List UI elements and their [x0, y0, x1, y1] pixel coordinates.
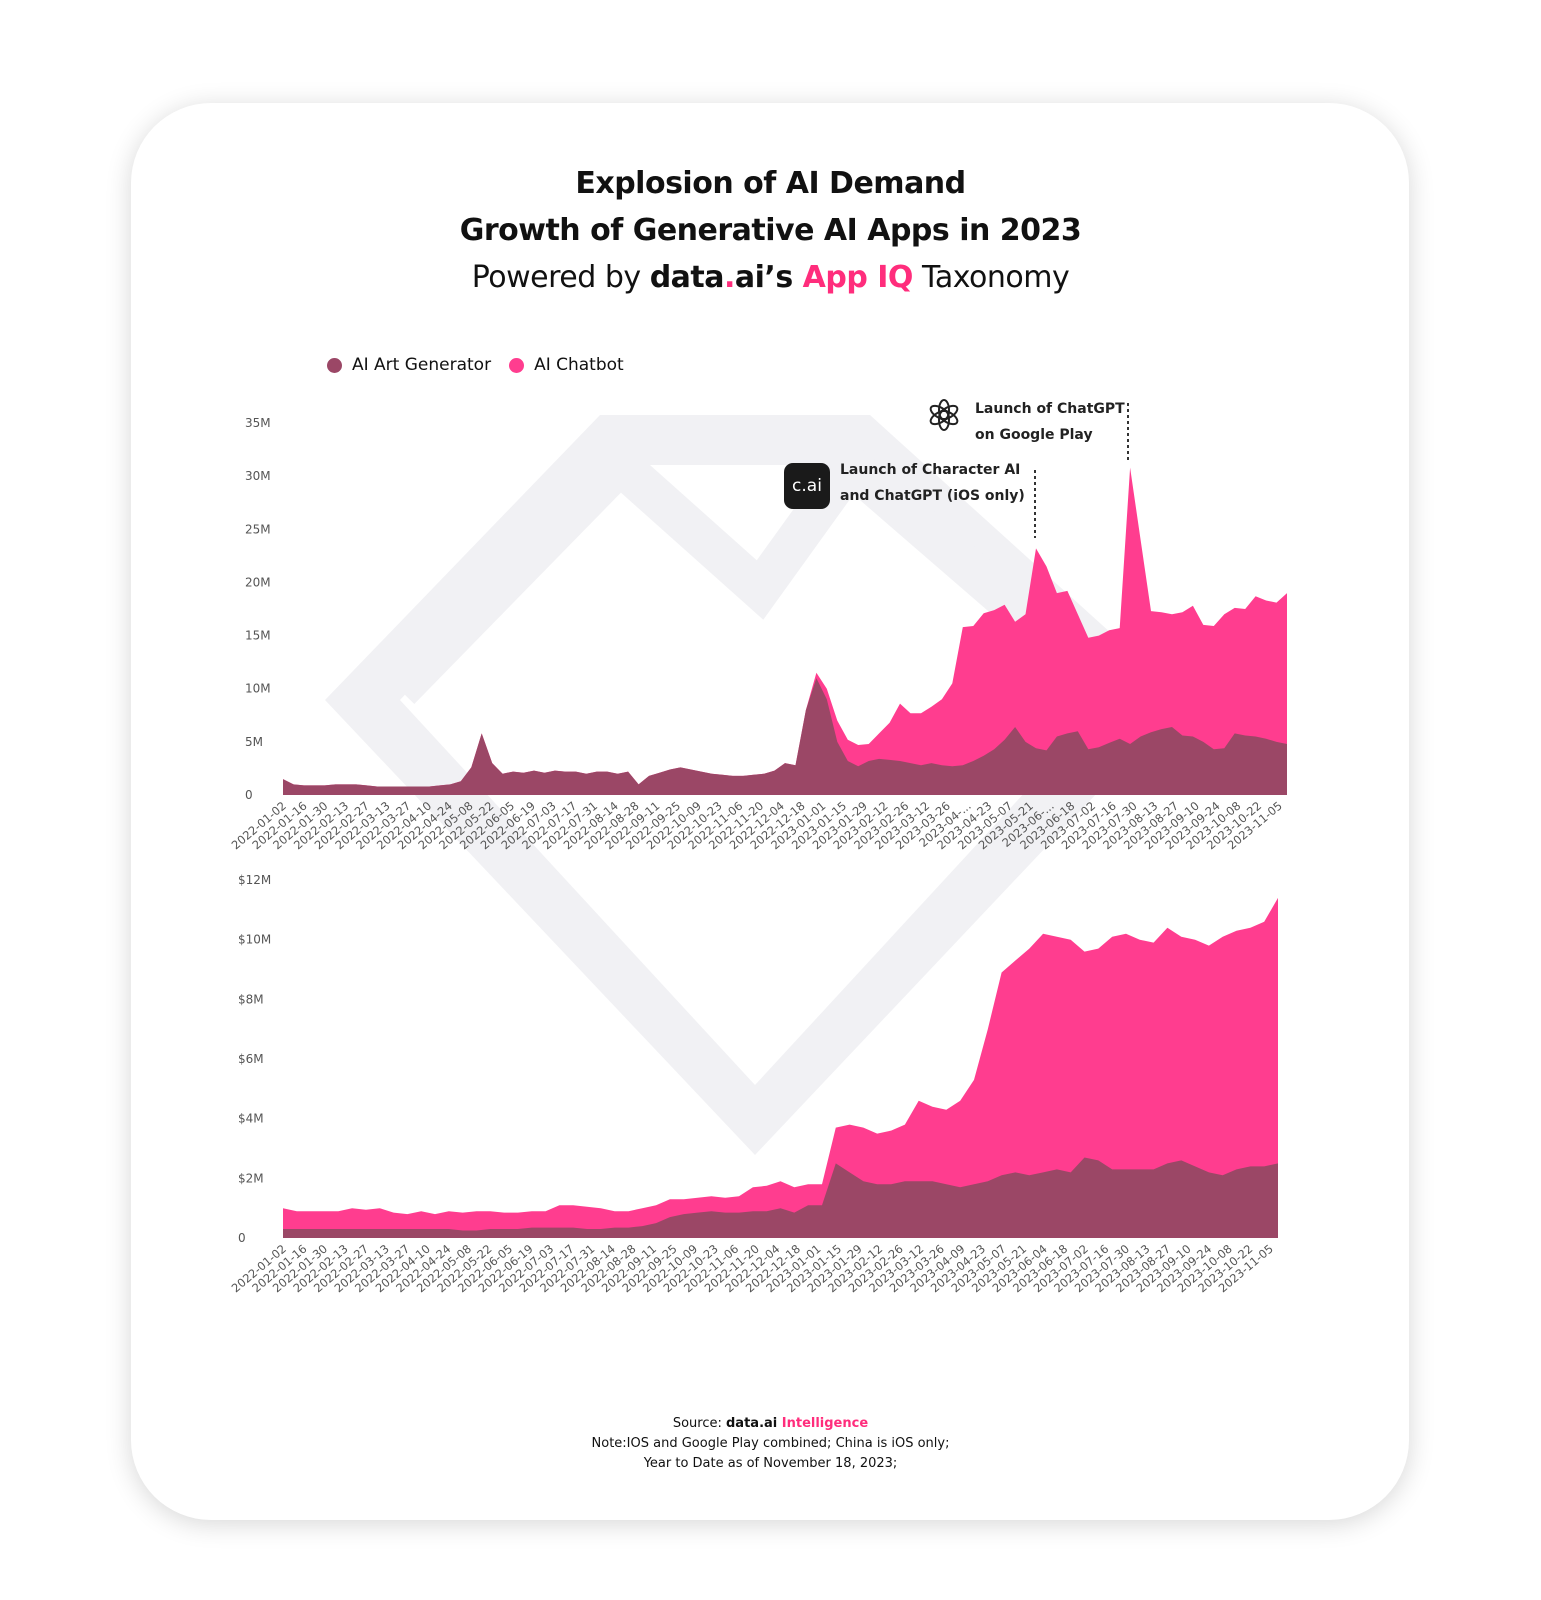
art-generator-area [283, 1157, 1278, 1238]
legend-swatch-chatbot [509, 357, 525, 373]
revenue-chart: 0$2M$4M$6M$8M$10M$12M2022-01-022022-01-1… [229, 873, 1278, 1295]
y-tick-label: $10M [238, 933, 271, 947]
y-tick-label: 20M [245, 575, 271, 589]
downloads-chart: 05M10M15M20M25M30M35M2022-01-022022-01-1… [229, 416, 1287, 852]
footer-source: Source: data.ai Intelligence [0, 1414, 1541, 1434]
y-tick-label: 0 [245, 788, 253, 802]
annotation-chatgpt-line2: on Google Play [975, 427, 1093, 443]
y-tick-label: $2M [238, 1171, 264, 1185]
annotation-character-ai: Launch of Character AI and ChatGPT (iOS … [840, 457, 1025, 509]
y-tick-label: $12M [238, 873, 271, 887]
openai-icon-petal [929, 404, 950, 421]
brand-dot: . [724, 260, 735, 295]
legend: AI Art Generator AI Chatbot [327, 355, 624, 375]
app-iq-label: App IQ [802, 260, 914, 295]
chatbot-area [283, 897, 1278, 1238]
y-tick-label: 30M [245, 469, 271, 483]
source-brand-accent: Intelligence [777, 1416, 869, 1431]
y-tick-label: 5M [245, 735, 263, 749]
source-brand: data.ai [726, 1416, 778, 1431]
art-generator-area [283, 678, 1287, 795]
source-label: Source: [672, 1416, 726, 1431]
character-ai-icon: c.ai [784, 463, 830, 509]
chart-card [131, 103, 1409, 1520]
legend-label-art-generator: AI Art Generator [352, 355, 492, 375]
brand-left: data [649, 260, 725, 295]
annotation-chatgpt-line1: Launch of ChatGPT [975, 401, 1125, 417]
y-tick-label: 25M [245, 522, 271, 536]
diamond-watermark [325, 415, 1185, 1155]
legend-label-chatbot: AI Chatbot [534, 355, 624, 375]
footer-date-note: Year to Date as of November 18, 2023; [643, 1456, 898, 1471]
y-tick-label: 35M [245, 416, 271, 430]
footer: Source: data.ai Intelligence Note:IOS an… [0, 1414, 1541, 1474]
y-tick-label: $8M [238, 992, 264, 1006]
legend-swatch-art-generator [327, 357, 342, 373]
y-tick-label: 0 [238, 1231, 246, 1245]
brand-right: ai’s [734, 260, 803, 295]
y-tick-label: $4M [238, 1112, 264, 1126]
chart-title: Explosion of AI Demand [575, 166, 966, 201]
y-tick-label: 10M [245, 682, 271, 696]
annotation-chatgpt-google-play: Launch of ChatGPT on Google Play [975, 396, 1125, 448]
legend-item-chatbot: AI Chatbot [509, 355, 624, 375]
footer-note: Note:IOS and Google Play combined; China… [591, 1436, 950, 1451]
annotation-character-ai-line2: and ChatGPT (iOS only) [840, 488, 1025, 504]
annotation-character-ai-line1: Launch of Character AI [840, 462, 1021, 478]
title-block: Explosion of AI Demand Growth of Generat… [0, 160, 1541, 301]
watermark-inner [385, 435, 1124, 706]
powered-prefix: Powered by [471, 260, 650, 295]
legend-item-art-generator: AI Art Generator [327, 355, 491, 375]
chart-subtitle: Growth of Generative AI Apps in 2023 [459, 213, 1082, 248]
annotation-lines [1034, 403, 1129, 538]
y-tick-label: $6M [238, 1052, 264, 1066]
chatbot-area [283, 467, 1287, 795]
openai-icon [929, 399, 959, 431]
powered-suffix: Taxonomy [912, 260, 1070, 295]
y-tick-label: 15M [245, 629, 271, 643]
powered-by-line: Powered by data.ai’s App IQ Taxonomy [0, 254, 1541, 301]
